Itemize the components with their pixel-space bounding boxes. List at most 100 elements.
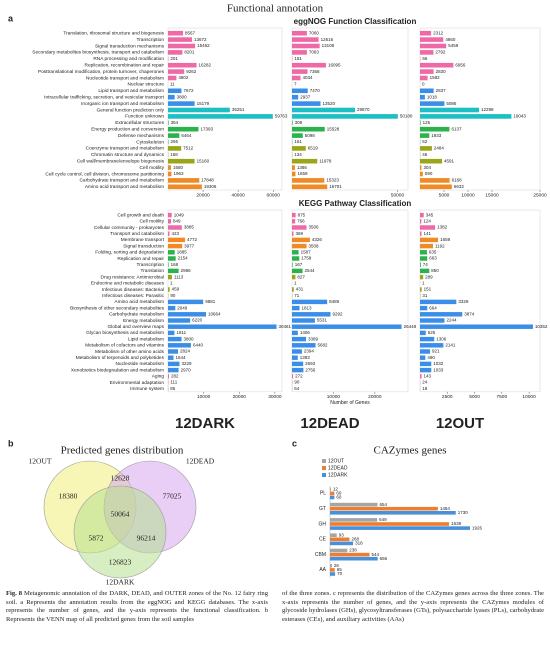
bar bbox=[420, 262, 421, 267]
value-label: 12298 bbox=[481, 107, 494, 112]
category-label: Folding, sorting and degradation bbox=[95, 250, 164, 256]
category-label: Cell cycle control, cell division, chrom… bbox=[45, 171, 164, 177]
bar bbox=[292, 312, 331, 317]
value-label: 4034 bbox=[303, 75, 314, 80]
value-label: 93 bbox=[339, 532, 345, 537]
value-label: 1406 bbox=[300, 330, 311, 335]
bar bbox=[330, 541, 354, 546]
bar bbox=[420, 88, 434, 94]
category-label: Replication, recombination and repair bbox=[85, 62, 165, 68]
value-label: 64 bbox=[294, 386, 300, 391]
value-label: 46 bbox=[422, 152, 428, 157]
bar bbox=[168, 367, 179, 373]
bar bbox=[292, 355, 298, 360]
bar bbox=[292, 146, 306, 151]
value-label: 850 bbox=[431, 268, 439, 273]
value-label: 664 bbox=[429, 305, 437, 310]
value-label: 875 bbox=[298, 212, 306, 217]
value-label: 268 bbox=[351, 536, 359, 541]
value-label: 65 bbox=[337, 567, 343, 572]
value-label: 11 bbox=[170, 82, 175, 87]
bar bbox=[420, 225, 436, 230]
value-label: 2484 bbox=[434, 146, 445, 151]
bar bbox=[292, 299, 328, 305]
x-tick-label: 10000 bbox=[461, 192, 475, 198]
bar bbox=[292, 37, 319, 42]
value-label: 1382 bbox=[437, 225, 448, 230]
category-label: Translation, ribosomal structure and bio… bbox=[63, 30, 164, 36]
bar bbox=[292, 262, 293, 267]
bar bbox=[168, 178, 200, 183]
value-label: 663 bbox=[429, 256, 437, 261]
region-count: 126823 bbox=[109, 558, 132, 567]
value-label: 1659 bbox=[440, 237, 451, 242]
value-label: 4591 bbox=[444, 158, 455, 163]
category-label: Drug resistance: Antimicrobial bbox=[101, 274, 164, 280]
value-label: 1933 bbox=[431, 133, 442, 138]
value-label: 7 bbox=[294, 82, 297, 87]
value-label: 431 bbox=[296, 287, 304, 292]
bar bbox=[292, 287, 294, 292]
value-label: 4860 bbox=[445, 37, 456, 42]
bar bbox=[420, 171, 423, 177]
value-label: 11978 bbox=[319, 158, 332, 163]
category-label: GT bbox=[319, 506, 326, 512]
bar bbox=[420, 256, 428, 261]
bar bbox=[420, 355, 426, 360]
value-label: 766 bbox=[297, 218, 305, 223]
panel-label: c bbox=[292, 438, 297, 448]
value-label: 9292 bbox=[332, 311, 343, 316]
value-label: 1544 bbox=[176, 355, 187, 360]
bar bbox=[168, 126, 199, 132]
bar bbox=[420, 165, 422, 170]
value-label: 654 bbox=[380, 502, 388, 507]
value-label: 6632 bbox=[454, 184, 465, 189]
value-label: 1811 bbox=[176, 330, 186, 335]
bar bbox=[168, 225, 182, 230]
value-label: 13520 bbox=[323, 101, 336, 106]
value-label: 1758 bbox=[301, 256, 312, 261]
category-label: Metabolism of terpenoids and polyketides bbox=[76, 355, 165, 361]
bar bbox=[330, 502, 378, 507]
bar bbox=[420, 336, 435, 342]
bar bbox=[330, 495, 335, 500]
category-label: Amino acid transport and metabolism bbox=[85, 184, 164, 190]
category-label: Transport and catabolism bbox=[110, 231, 164, 237]
bar bbox=[292, 305, 300, 311]
bar bbox=[168, 268, 179, 274]
bar bbox=[420, 324, 533, 329]
value-label: 304 bbox=[423, 165, 431, 170]
region-count: 77025 bbox=[163, 492, 182, 501]
category-label: Cell motility bbox=[139, 165, 164, 171]
bar bbox=[292, 243, 307, 249]
value-label: 2824 bbox=[180, 349, 191, 354]
bar bbox=[292, 30, 307, 36]
bar bbox=[330, 564, 332, 568]
value-label: 272 bbox=[295, 373, 303, 378]
bar bbox=[330, 511, 456, 515]
bar bbox=[292, 88, 308, 94]
bar bbox=[292, 107, 355, 113]
legend-swatch bbox=[322, 473, 326, 477]
value-label: 66 bbox=[422, 56, 428, 61]
bar bbox=[292, 231, 294, 236]
bar bbox=[420, 231, 422, 236]
bar bbox=[330, 537, 350, 542]
bar bbox=[420, 37, 444, 42]
value-label: 1113 bbox=[174, 274, 184, 279]
x-tick-label: 20000 bbox=[368, 394, 382, 400]
bar bbox=[420, 146, 432, 151]
category-label: General function prediction only bbox=[97, 107, 165, 113]
value-label: 1484 bbox=[440, 506, 451, 511]
value-label: 74 bbox=[423, 262, 429, 267]
category-label: Translation bbox=[140, 268, 164, 274]
region-count: 12628 bbox=[111, 474, 130, 483]
category-label: AA bbox=[319, 567, 326, 573]
bar bbox=[420, 312, 463, 317]
value-label: 1963 bbox=[173, 171, 184, 176]
bar bbox=[420, 101, 445, 106]
bar bbox=[420, 50, 434, 55]
set-label: 12DEAD bbox=[186, 457, 215, 466]
bar bbox=[168, 262, 169, 267]
x-tick-label: 10000 bbox=[327, 394, 341, 400]
